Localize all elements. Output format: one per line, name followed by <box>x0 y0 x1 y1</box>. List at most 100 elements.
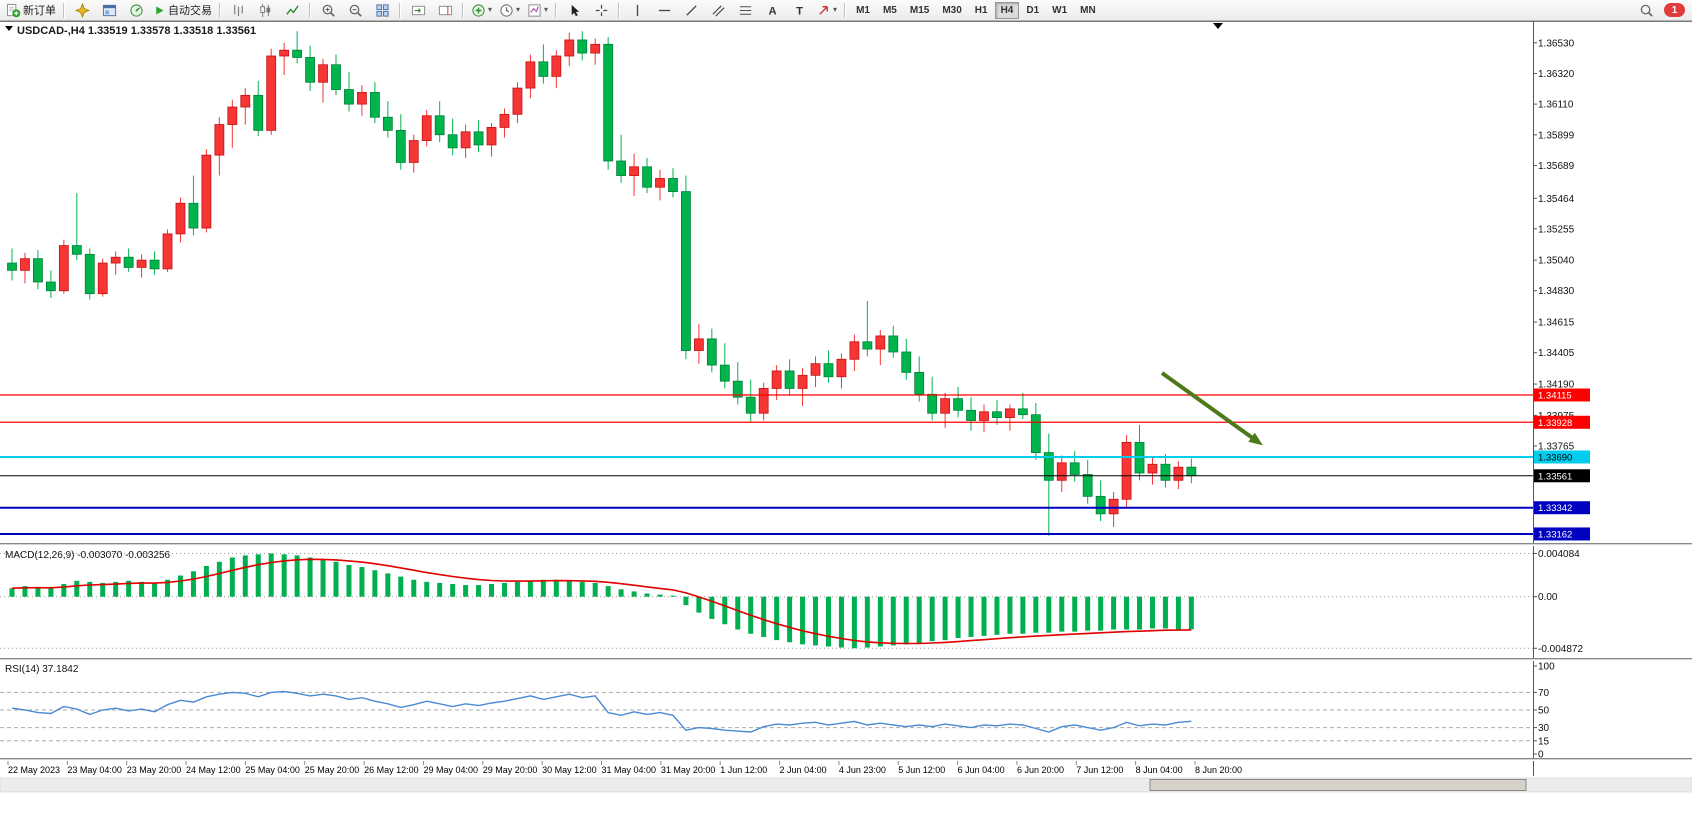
svg-text:1.33765: 1.33765 <box>1538 442 1575 453</box>
tile-windows-button[interactable] <box>369 0 395 20</box>
timeframe-h1[interactable]: H1 <box>974 4 988 16</box>
equidistant-channel-icon <box>712 4 725 17</box>
timeframe-m5[interactable]: M5 <box>882 4 897 16</box>
text-button[interactable]: A <box>759 0 785 20</box>
svg-text:30 May 12:00: 30 May 12:00 <box>542 765 597 775</box>
svg-text:70: 70 <box>1538 688 1550 699</box>
chart-title-group: USDCAD-,H4 1.33519 1.33578 1.33518 1.335… <box>5 23 1223 37</box>
arrows-button[interactable]: ▾ <box>813 0 840 20</box>
price-tag <box>1534 469 1590 483</box>
timeframe-w1[interactable]: W1 <box>1052 4 1068 16</box>
svg-text:0: 0 <box>1538 750 1544 761</box>
cursor-button[interactable] <box>561 0 587 20</box>
svg-text:5 Jun 12:00: 5 Jun 12:00 <box>898 765 945 775</box>
periods-icon <box>500 3 513 17</box>
timeframe-h4[interactable]: H4 <box>994 1 1020 19</box>
chart-title: USDCAD-,H4 1.33519 1.33578 1.33518 1.335… <box>17 25 256 37</box>
notification-badge[interactable]: 1 <box>1664 3 1685 17</box>
toolbar: 新订单 自动交易 <box>0 0 1692 21</box>
chart-shift-icon <box>438 5 452 15</box>
templates-icon <box>528 3 541 17</box>
chart-window[interactable]: 1.36530 1.36320 1.36110 1.35899 1.35689 1.354… <box>0 21 1692 836</box>
svg-text:6 Jun 04:00: 6 Jun 04:00 <box>958 765 1005 775</box>
svg-text:8 Jun 20:00: 8 Jun 20:00 <box>1195 765 1242 775</box>
text-icon: A <box>768 5 776 17</box>
horizontal-lines: 1.34115 1.33928 1.33690 1.33561 1.33342 1.331… <box>0 388 1590 541</box>
timeframe-m1[interactable]: M1 <box>856 4 870 16</box>
timeframe-m15[interactable]: M15 <box>909 4 930 16</box>
svg-text:1.34190: 1.34190 <box>1538 380 1575 391</box>
vertical-line-button[interactable] <box>624 0 650 20</box>
svg-text:1.34830: 1.34830 <box>1538 286 1575 297</box>
toolbar-separator <box>219 2 221 18</box>
svg-text:1.36110: 1.36110 <box>1538 100 1574 111</box>
toolbar-separator <box>555 2 558 18</box>
shift-marker-icon <box>1213 23 1223 29</box>
label-button[interactable]: T <box>786 0 812 20</box>
toolbar-separator <box>399 2 401 18</box>
scrollbar-thumb[interactable] <box>1149 779 1527 791</box>
zoom-out-button[interactable] <box>342 0 368 20</box>
fibonacci-icon <box>739 5 751 15</box>
svg-text:30: 30 <box>1538 723 1550 734</box>
crosshair-button[interactable] <box>588 0 614 20</box>
zoom-in-button[interactable] <box>315 0 341 20</box>
navigator-button[interactable] <box>69 0 95 20</box>
search-button[interactable] <box>1633 0 1659 20</box>
svg-text:1.33690: 1.33690 <box>1538 452 1572 463</box>
svg-text:-0.004872: -0.004872 <box>1538 644 1583 655</box>
svg-text:1.36320: 1.36320 <box>1538 69 1575 80</box>
candles-layer <box>7 31 1197 536</box>
svg-text:24 May 12:00: 24 May 12:00 <box>186 765 241 775</box>
periods-button[interactable]: ▾ <box>496 0 523 20</box>
toolbar-separator <box>618 2 621 18</box>
toolbar-separator <box>462 2 464 18</box>
indicators-button[interactable]: ▾ <box>468 0 495 20</box>
timeframe-m30[interactable]: M30 <box>942 4 962 16</box>
channel-button[interactable] <box>705 0 731 20</box>
strategy-tester-button[interactable] <box>123 0 149 20</box>
svg-text:1.34115: 1.34115 <box>1538 391 1572 402</box>
svg-text:1.34405: 1.34405 <box>1538 348 1575 359</box>
svg-text:7 Jun 12:00: 7 Jun 12:00 <box>1076 765 1123 775</box>
fibonacci-button[interactable] <box>732 0 758 20</box>
dropdown-arrow-icon: ▾ <box>833 5 838 14</box>
new-order-button[interactable]: 新订单 <box>3 0 59 20</box>
collapse-triangle-icon <box>5 26 13 31</box>
horizontal-line-button[interactable] <box>651 0 677 20</box>
svg-text:1.34615: 1.34615 <box>1538 318 1575 329</box>
search-icon <box>1640 4 1653 17</box>
trend-arrow <box>1160 371 1263 446</box>
chart-shift-button[interactable] <box>432 0 458 20</box>
arrows-icon <box>819 5 828 15</box>
templates-button[interactable]: ▾ <box>524 0 551 20</box>
terminal-button[interactable] <box>96 0 122 20</box>
price-axis: 1.36530 1.36320 1.36110 1.35899 1.35689 1.354… <box>1533 38 1575 453</box>
zoom-out-icon <box>349 4 362 17</box>
vertical-line-icon <box>636 4 638 16</box>
rsi-panel: 100 70 50 30 15 0 RSI(14) 37.1842 <box>0 662 1555 761</box>
trendline-button[interactable] <box>678 0 704 20</box>
line-chart-button[interactable] <box>279 0 305 20</box>
bar-chart-icon <box>233 4 243 16</box>
trendline-icon <box>685 4 697 16</box>
svg-text:1.33928: 1.33928 <box>1538 418 1572 429</box>
timeframe-d1[interactable]: D1 <box>1026 4 1040 16</box>
bar-chart-button[interactable] <box>225 0 251 20</box>
svg-text:2 Jun 04:00: 2 Jun 04:00 <box>780 765 827 775</box>
svg-text:T: T <box>796 5 803 17</box>
svg-text:31 May 04:00: 31 May 04:00 <box>602 765 657 775</box>
chart-canvas[interactable]: 1.36530 1.36320 1.36110 1.35899 1.35689 1.354… <box>0 21 1692 836</box>
new-order-label: 新订单 <box>23 5 56 17</box>
cursor-icon <box>571 4 579 16</box>
auto-scroll-button[interactable] <box>405 0 431 20</box>
svg-text:8 Jun 04:00: 8 Jun 04:00 <box>1136 765 1183 775</box>
timeframe-mn[interactable]: MN <box>1080 4 1096 16</box>
candlestick-button[interactable] <box>252 0 278 20</box>
svg-text:31 May 20:00: 31 May 20:00 <box>661 765 716 775</box>
svg-text:0.00: 0.00 <box>1538 592 1558 603</box>
navigator-icon <box>74 2 90 18</box>
rsi-label: RSI(14) 37.1842 <box>5 664 79 675</box>
svg-text:1.35689: 1.35689 <box>1538 161 1575 172</box>
auto-trading-button[interactable]: 自动交易 <box>150 0 215 20</box>
